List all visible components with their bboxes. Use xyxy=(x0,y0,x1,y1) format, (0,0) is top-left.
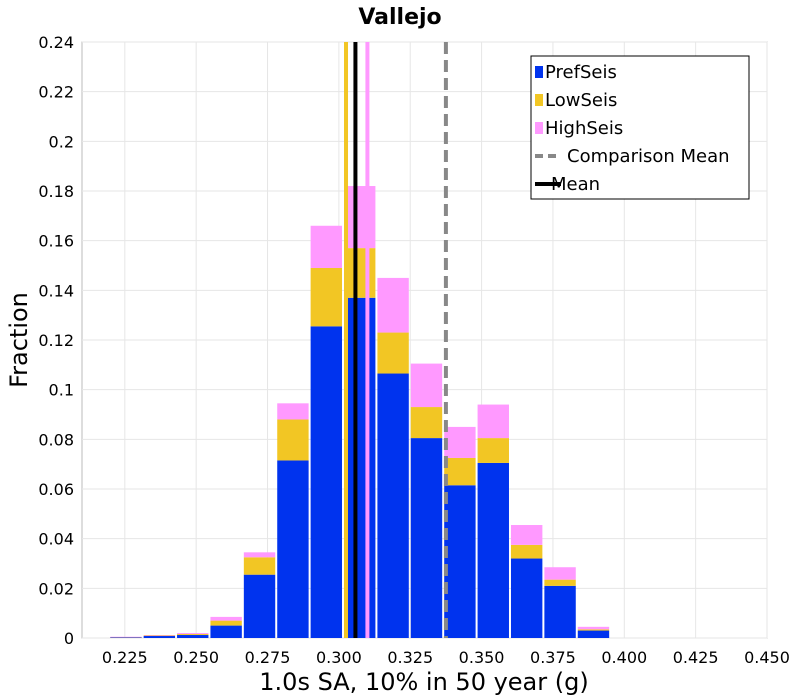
bar-highseis xyxy=(277,403,309,420)
y-tick-label: 0.2 xyxy=(49,132,74,151)
bar-highseis xyxy=(544,567,576,580)
bar-lowseis xyxy=(210,620,242,626)
bar-highseis xyxy=(210,616,242,621)
legend-box xyxy=(530,55,750,200)
bar-lowseis xyxy=(344,248,376,298)
bar-highseis xyxy=(410,363,443,408)
bar-prefseis xyxy=(177,635,209,638)
legend-label: Mean xyxy=(551,174,600,195)
x-tick-label: 0.350 xyxy=(459,648,505,667)
bar-prefseis xyxy=(110,637,142,638)
x-axis-ticks: 0.225 0.250 0.275 0.300 0.325 0.350 0.375 0.400… xyxy=(102,648,790,667)
bar-highseis xyxy=(177,633,209,635)
bar-prefseis xyxy=(277,460,309,638)
legend-swatch xyxy=(535,66,543,78)
bar-highseis xyxy=(577,626,610,630)
y-tick-label: 0.1 xyxy=(49,381,74,400)
y-tick-label: 0.18 xyxy=(38,182,74,201)
y-tick-label: 0.04 xyxy=(38,530,74,549)
y-tick-label: 0.08 xyxy=(38,430,74,449)
bar-prefseis xyxy=(444,485,476,638)
legend-swatch xyxy=(535,94,543,106)
bar-highseis xyxy=(110,636,142,638)
x-tick-label: 0.325 xyxy=(387,648,433,667)
bar-highseis xyxy=(243,552,276,558)
x-tick-label: 0.400 xyxy=(601,648,647,667)
bar-lowseis xyxy=(444,457,476,486)
bar-highseis xyxy=(444,426,476,458)
bar-lowseis xyxy=(544,579,576,586)
bar-lowseis xyxy=(577,629,610,631)
bar-prefseis xyxy=(577,630,610,638)
y-tick-label: 0.02 xyxy=(38,579,74,598)
bars-layer xyxy=(110,186,610,638)
bar-prefseis xyxy=(243,574,276,638)
bar-highseis xyxy=(477,404,509,439)
bar-highseis xyxy=(344,186,376,249)
y-axis-title: Fraction xyxy=(5,292,33,388)
bar-highseis xyxy=(377,277,409,333)
x-tick-label: 0.425 xyxy=(673,648,719,667)
x-axis-title: 1.0s SA, 10% in 50 year (g) xyxy=(259,668,588,696)
legend-label: PrefSeis xyxy=(545,62,617,83)
x-tick-label: 0.375 xyxy=(530,648,576,667)
x-tick-label: 0.225 xyxy=(102,648,148,667)
bar-lowseis xyxy=(143,635,176,637)
bar-lowseis xyxy=(243,557,276,575)
reference-lines xyxy=(344,42,448,638)
bar-lowseis xyxy=(510,544,543,559)
y-axis-ticks: 0 0.02 0.04 0.06 0.08 0.1 0.12 0.14 0.16 0.18 0.2 0… xyxy=(38,33,74,648)
bar-highseis xyxy=(310,225,343,268)
x-tick-label: 0.275 xyxy=(245,648,291,667)
bar-lowseis xyxy=(277,419,309,461)
bar-prefseis xyxy=(210,625,242,638)
bar-prefseis xyxy=(344,297,376,638)
y-tick-label: 0.22 xyxy=(38,83,74,102)
y-tick-label: 0.24 xyxy=(38,33,74,52)
bar-highseis xyxy=(143,635,176,636)
legend-label: Comparison Mean xyxy=(567,146,730,167)
bar-lowseis xyxy=(377,332,409,374)
x-tick-label: 0.300 xyxy=(316,648,362,667)
y-tick-label: 0 xyxy=(64,629,74,648)
bar-prefseis xyxy=(143,636,176,638)
legend-label: LowSeis xyxy=(545,90,617,111)
y-tick-label: 0.16 xyxy=(38,232,74,251)
bar-prefseis xyxy=(477,462,509,638)
bar-highseis xyxy=(510,525,543,545)
bar-lowseis xyxy=(477,438,509,463)
legend-label: HighSeis xyxy=(545,118,623,139)
bar-lowseis xyxy=(177,634,209,636)
x-tick-label: 0.250 xyxy=(173,648,219,667)
bar-prefseis xyxy=(377,373,409,638)
legend: PrefSeis LowSeis HighSeis Comparison Mean Me… xyxy=(530,55,750,200)
bar-prefseis xyxy=(310,326,343,638)
bar-lowseis xyxy=(310,267,343,327)
y-tick-label: 0.14 xyxy=(38,281,74,300)
chart-title: Vallejo xyxy=(358,5,441,30)
bar-prefseis xyxy=(544,585,576,638)
y-tick-label: 0.06 xyxy=(38,480,74,499)
x-tick-label: 0.450 xyxy=(744,648,790,667)
bar-prefseis xyxy=(510,558,543,638)
legend-swatch xyxy=(535,122,543,134)
bar-prefseis xyxy=(410,438,443,638)
y-tick-label: 0.12 xyxy=(38,331,74,350)
bar-lowseis xyxy=(410,407,443,439)
